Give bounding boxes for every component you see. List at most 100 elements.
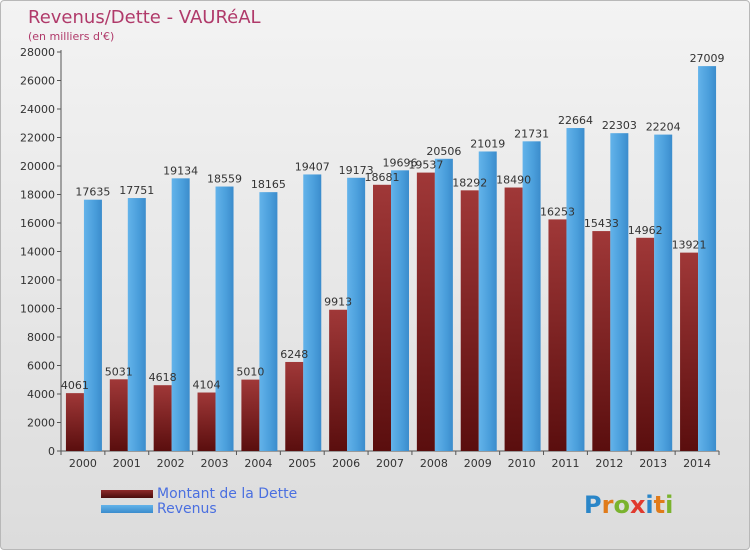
revenus-bar (610, 133, 629, 451)
y-tick-label: 24000 (20, 103, 55, 116)
debt-bar (592, 231, 611, 451)
debt-value-label: 19537 (408, 159, 443, 172)
y-tick-label: 20000 (20, 160, 55, 173)
x-tick-label: 2003 (201, 457, 229, 470)
debt-bar (373, 184, 391, 451)
debt-value-label: 4061 (61, 379, 89, 392)
legend-label-debt: Montant de la Dette (157, 486, 298, 502)
y-tick-label: 22000 (20, 132, 55, 145)
debt-value-label: 5010 (236, 366, 264, 379)
revenus-value-label: 22204 (646, 121, 681, 134)
debt-bar (329, 309, 348, 451)
revenus-value-label: 18559 (207, 173, 242, 186)
x-tick-label: 2006 (332, 457, 360, 470)
y-tick-label: 14000 (20, 246, 55, 259)
legend-label-revenus: Revenus (157, 501, 217, 517)
x-tick-label: 2000 (69, 457, 97, 470)
x-tick-label: 2004 (244, 457, 272, 470)
logo-letter: x (629, 491, 646, 519)
x-tick-label: 2001 (113, 457, 141, 470)
revenus-value-label: 27009 (690, 52, 725, 65)
revenus-bar (303, 174, 322, 451)
revenus-bar (391, 170, 409, 451)
y-tick-label: 28000 (20, 46, 55, 59)
debt-value-label: 9913 (324, 296, 352, 309)
x-tick-label: 2010 (508, 457, 536, 470)
logo-letter: t (653, 491, 666, 519)
revenus-bar (654, 134, 673, 451)
debt-bar (680, 252, 699, 451)
revenus-bar (522, 141, 541, 451)
y-tick-label: 8000 (27, 331, 55, 344)
x-tick-label: 2008 (420, 457, 448, 470)
debt-value-label: 15433 (584, 217, 619, 230)
chart-title: Revenus/Dette - VAURéAL (28, 7, 261, 28)
proxiti-logo: Proxiti (584, 491, 673, 519)
revenus-value-label: 22303 (602, 119, 637, 132)
logo-letter: i (645, 491, 654, 519)
debt-bar (197, 392, 216, 451)
debt-bar (109, 379, 128, 451)
x-tick-label: 2002 (157, 457, 185, 470)
revenus-value-label: 19134 (163, 164, 198, 177)
y-tick-label: 12000 (20, 274, 55, 287)
revenus-value-label: 19173 (339, 164, 374, 177)
debt-value-label: 18292 (452, 176, 487, 189)
x-tick-label: 2011 (551, 457, 579, 470)
logo-letter: P (584, 491, 602, 519)
x-tick-label: 2014 (683, 457, 711, 470)
revenus-value-label: 21731 (514, 127, 549, 140)
debt-bar (504, 187, 523, 451)
legend-swatch-debt (101, 490, 153, 498)
debt-value-label: 18490 (496, 174, 531, 187)
revenus-bar (83, 199, 102, 451)
chart-subtitle: (en milliers d'€) (28, 30, 115, 43)
debt-value-label: 16253 (540, 205, 575, 218)
revenus-bar (259, 192, 278, 451)
y-tick-label: 26000 (20, 75, 55, 88)
debt-value-label: 14962 (628, 224, 663, 237)
revenus-value-label: 20506 (426, 145, 461, 158)
x-tick-label: 2009 (464, 457, 492, 470)
revenus-bar (434, 158, 453, 452)
revenus-value-label: 18165 (251, 178, 286, 191)
revenus-value-label: 19407 (295, 160, 330, 173)
legend-swatch-revenus (101, 505, 153, 513)
logo-letter: o (613, 491, 630, 519)
y-tick-label: 6000 (27, 360, 55, 373)
revenus-value-label: 17635 (75, 186, 110, 199)
y-tick-label: 4000 (27, 388, 55, 401)
revenus-bar (698, 66, 717, 451)
debt-bar (460, 190, 479, 452)
logo-letter: i (665, 491, 674, 519)
revenus-bar (478, 151, 497, 451)
revenus-value-label: 19696 (383, 156, 418, 169)
x-tick-label: 2013 (639, 457, 667, 470)
y-tick-label: 10000 (20, 303, 55, 316)
x-tick-label: 2012 (595, 457, 623, 470)
debt-bar (65, 393, 84, 451)
debt-bar (636, 237, 655, 451)
debt-value-label: 5031 (105, 365, 133, 378)
y-tick-label: 16000 (20, 217, 55, 230)
revenus-value-label: 21019 (470, 137, 505, 150)
debt-value-label: 4104 (193, 379, 221, 392)
y-tick-label: 2000 (27, 417, 55, 430)
x-tick-label: 2007 (376, 457, 404, 470)
revenus-bar (215, 186, 234, 452)
debt-value-label: 18681 (365, 171, 400, 184)
debt-value-label: 4618 (149, 371, 177, 384)
logo-letter: r (601, 491, 614, 519)
y-tick-label: 0 (48, 445, 55, 458)
debt-bar (285, 361, 304, 451)
revenus-value-label: 22664 (558, 114, 593, 127)
revenus-value-label: 17751 (119, 184, 154, 197)
debt-value-label: 13921 (672, 239, 707, 252)
revenus-bar (127, 198, 146, 451)
debt-bar (241, 379, 260, 451)
revenus-bar (347, 177, 366, 452)
debt-bar (153, 385, 172, 451)
debt-value-label: 6248 (280, 348, 308, 361)
